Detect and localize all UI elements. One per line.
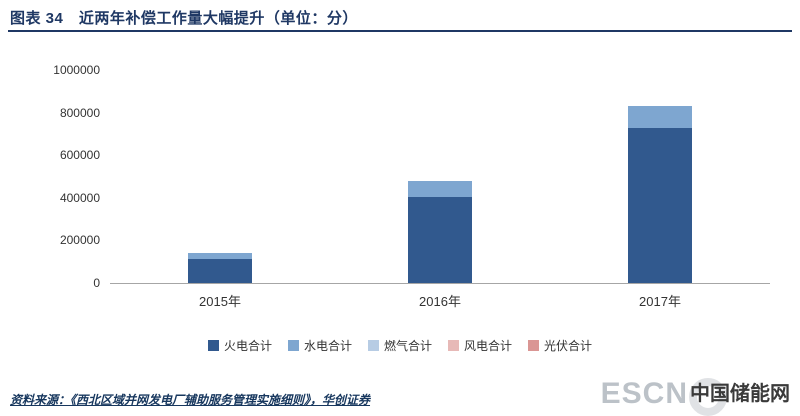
bar-segment <box>188 258 252 283</box>
y-tick-label: 0 <box>93 276 100 290</box>
plot-area <box>110 70 770 284</box>
logo-escn-text: ESCN <box>600 377 688 410</box>
y-tick-label: 600000 <box>59 148 100 163</box>
legend-swatch <box>207 340 219 351</box>
legend-swatch <box>528 340 540 351</box>
legend-item: 火电合计 <box>207 337 272 354</box>
bar-stack <box>628 70 692 283</box>
legend-label: 风电合计 <box>464 339 513 353</box>
logo-site-text: 中国储能网 <box>690 383 790 405</box>
bar-column <box>330 70 550 283</box>
bar-segment <box>408 196 472 283</box>
bar-column <box>110 70 330 283</box>
x-tick-label: 2017年 <box>639 294 681 309</box>
bar-stack <box>408 70 472 283</box>
bar-segment <box>188 253 252 259</box>
legend-item: 水电合计 <box>287 337 352 354</box>
legend-swatch <box>448 340 459 351</box>
x-tick-label: 2016年 <box>419 294 461 309</box>
legend-swatch <box>287 340 299 351</box>
bar-stack <box>188 70 252 283</box>
escn-logo: ESCN 中国储能网 <box>600 376 790 416</box>
figure-title: 图表 34 近两年补偿工作量大幅提升（单位：分） <box>10 10 358 27</box>
title-divider <box>8 30 792 32</box>
x-axis: 2015年 2016年 2017年 <box>110 291 770 310</box>
y-tick-label: 800000 <box>59 105 100 120</box>
y-tick-label: 200000 <box>59 233 100 248</box>
x-tick-label: 2015年 <box>199 294 241 309</box>
y-tick-label: 1000000 <box>53 63 100 77</box>
y-tick-label: 400000 <box>59 190 100 205</box>
legend-label: 燃气合计 <box>383 339 432 353</box>
legend-item: 风电合计 <box>448 337 512 354</box>
legend: 火电合计 水电合计 燃气合计 风电合计 光伏合计 <box>0 337 800 354</box>
bar-segment <box>628 127 692 283</box>
legend-swatch <box>367 340 379 351</box>
logo-ring-icon <box>688 378 727 416</box>
y-axis: 0 200000 400000 600000 800000 1000000 <box>0 63 100 290</box>
legend-item: 光伏合计 <box>528 337 592 354</box>
bar-segment <box>628 106 692 128</box>
legend-label: 水电合计 <box>303 339 352 353</box>
bar-column <box>550 70 770 283</box>
legend-item: 燃气合计 <box>367 337 432 354</box>
legend-label: 火电合计 <box>223 339 272 353</box>
bar-segment <box>408 180 472 197</box>
legend-label: 光伏合计 <box>544 339 593 353</box>
source-note: 资料来源：《西北区域并网发电厂辅助服务管理实施细则》，华创证券 <box>10 393 371 407</box>
